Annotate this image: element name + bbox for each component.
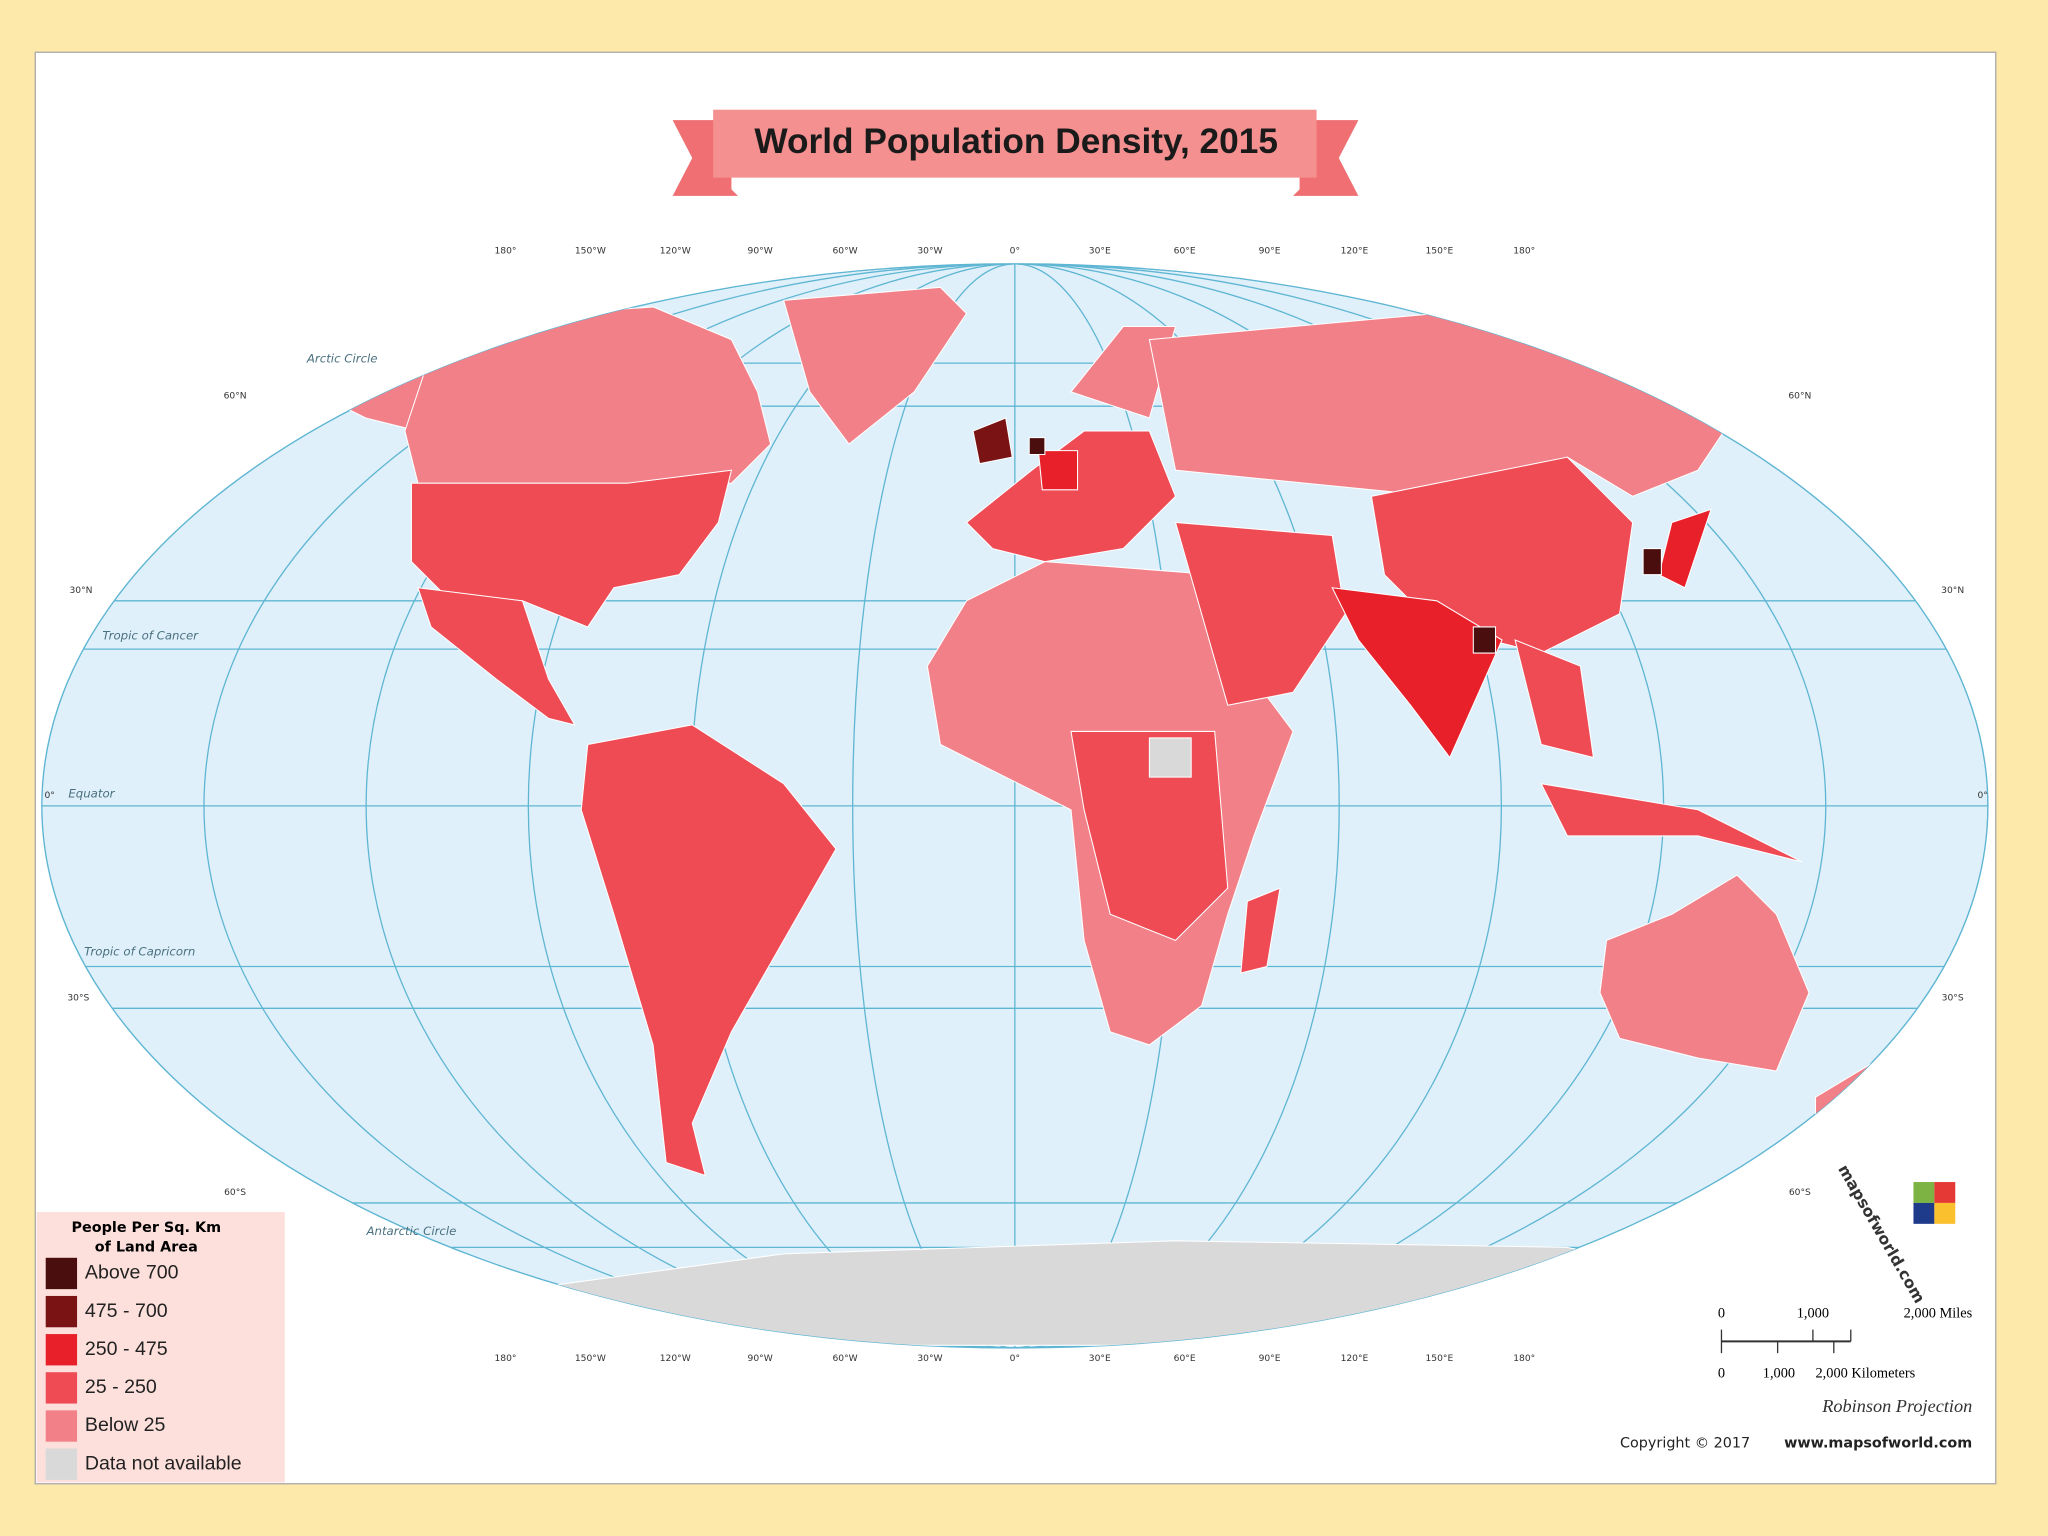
south-america — [580, 724, 837, 1177]
latitude-label: 30°S — [67, 993, 89, 1003]
logo-square — [1934, 1202, 1956, 1224]
longitude-label: 150°W — [575, 1354, 606, 1364]
usa — [410, 469, 733, 628]
graticule-labels: 180° 180° 150°W 150°W 120°W 120°W 90°W 90°W 60°W… — [44, 246, 1987, 1364]
scale-label: 1,000 — [1763, 1365, 1795, 1381]
scale-label: 2,000 Kilometers — [1816, 1365, 1916, 1381]
legend-label: 250 - 475 — [85, 1338, 168, 1360]
longitude-label: 0° — [1010, 1354, 1020, 1364]
logo-square — [1934, 1182, 1956, 1203]
latitude-label: 60°N — [1788, 391, 1811, 401]
longitude-label: 120°E — [1341, 1354, 1369, 1364]
longitude-label: 90°E — [1259, 246, 1281, 256]
longitude-label: 90°W — [748, 1354, 773, 1364]
longitude-label: 180° — [494, 1354, 516, 1364]
legend: People Per Sq. Km of Land Area Above 700… — [36, 1212, 285, 1483]
latitude-label: 30°S — [1942, 993, 1964, 1003]
greenland — [782, 286, 968, 445]
scale-label: 0 — [1718, 1305, 1725, 1321]
longitude-label: 30°E — [1089, 246, 1111, 256]
longitude-label: 30°W — [917, 246, 942, 256]
india — [1331, 587, 1503, 759]
longitude-label: 150°E — [1425, 1354, 1453, 1364]
scale-label: 0 — [1718, 1365, 1725, 1381]
central-africa — [1070, 730, 1229, 942]
japan — [1658, 508, 1712, 589]
legend-label: 475 - 700 — [85, 1300, 168, 1322]
latitude-label: 30°N — [69, 586, 92, 596]
longitude-label: 180° — [1513, 1354, 1535, 1364]
copyright: Copyright © 2017 — [1620, 1435, 1750, 1451]
legend-label: 25 - 250 — [85, 1376, 157, 1398]
legend-swatch — [45, 1372, 78, 1404]
longitude-label: 30°E — [1089, 1354, 1111, 1364]
germany — [1037, 450, 1079, 491]
scandinavia — [1070, 326, 1177, 419]
latitude-label: 60°S — [1789, 1188, 1811, 1198]
legend-box — [36, 1212, 285, 1483]
scale-label: 2,000 Miles — [1904, 1305, 1973, 1321]
longitude-label: 0° — [1010, 246, 1020, 256]
reference-label: Antarctic Circle — [365, 1224, 456, 1238]
legend-label: Above 700 — [85, 1262, 179, 1284]
legend-label: Below 25 — [85, 1414, 166, 1436]
latitude-label: 0° — [1978, 791, 1988, 801]
reference-label: Arctic Circle — [306, 352, 378, 366]
legend-swatch — [45, 1295, 78, 1328]
latitude-label: 60°S — [224, 1188, 246, 1198]
land — [299, 286, 1895, 1346]
australia — [1599, 874, 1810, 1072]
logo-square — [1913, 1182, 1935, 1203]
title-banner — [713, 109, 1317, 178]
legend-title: People Per Sq. Km — [71, 1220, 221, 1236]
legend-swatch — [45, 1410, 78, 1442]
projection: Robinson Projection — [1821, 1396, 1972, 1416]
longitude-label: 60°E — [1174, 246, 1196, 256]
bangladesh — [1472, 626, 1497, 654]
longitude-label: 30°W — [917, 1354, 942, 1364]
latitude-label: 30°N — [1941, 586, 1964, 596]
logo-square — [1913, 1202, 1935, 1224]
no-data — [1148, 737, 1192, 778]
copyright-site: www.mapsofworld.com — [1784, 1435, 1972, 1451]
indonesia — [1540, 782, 1803, 863]
legend-label: Data not available — [85, 1452, 242, 1474]
legend-title: of Land Area — [95, 1239, 198, 1255]
longitude-label: 60°W — [832, 246, 857, 256]
longitude-label: 90°W — [748, 246, 773, 256]
longitude-label: 120°W — [660, 246, 691, 256]
reference-label: Equator — [68, 787, 115, 801]
reference-label: Tropic of Cancer — [102, 629, 199, 643]
korea — [1642, 548, 1662, 576]
legend-swatch — [45, 1334, 78, 1366]
longitude-label: 150°E — [1425, 246, 1453, 256]
netherlands — [1028, 437, 1046, 456]
longitude-label: 180° — [494, 246, 516, 256]
longitude-label: 60°E — [1174, 1354, 1196, 1364]
longitude-label: 180° — [1513, 246, 1535, 256]
madagascar — [1240, 887, 1281, 974]
latitude-label: 0° — [44, 791, 54, 801]
latitude-label: 60°N — [224, 391, 247, 401]
central-america — [417, 587, 576, 726]
longitude-label: 120°W — [660, 1354, 691, 1364]
longitude-label: 150°W — [575, 246, 606, 256]
longitude-label: 60°W — [832, 1354, 857, 1364]
title: World Population Density, 2015 — [754, 122, 1278, 161]
scale-label: 1,000 — [1797, 1305, 1829, 1321]
southeast-asia — [1514, 639, 1595, 759]
scale-bar: 0 1,000 2,000 Miles 0 1,000 2,000 Kilome… — [1718, 1305, 1973, 1381]
legend-swatch — [45, 1448, 78, 1480]
middle-east — [1174, 521, 1346, 706]
longitude-label: 120°E — [1341, 246, 1369, 256]
longitude-label: 90°E — [1259, 1354, 1281, 1364]
uk — [972, 417, 1013, 465]
reference-label: Tropic of Capricorn — [84, 945, 195, 959]
legend-swatch — [45, 1257, 78, 1290]
